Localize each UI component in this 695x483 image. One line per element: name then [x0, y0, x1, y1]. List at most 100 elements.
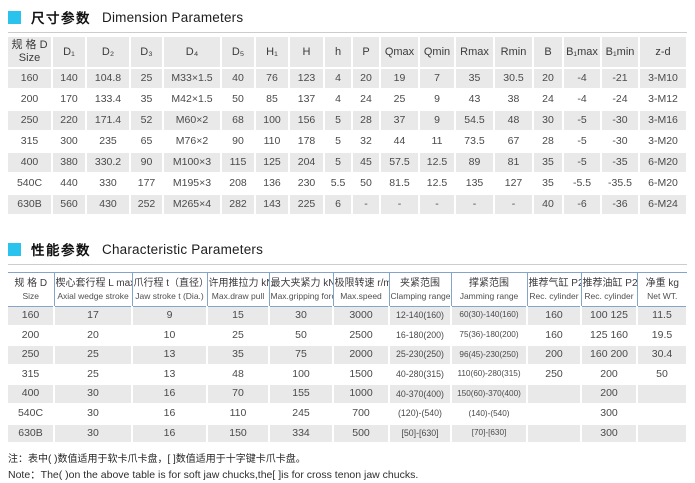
- table-cell: 500: [333, 423, 390, 445]
- table-cell: -21: [601, 68, 640, 91]
- column-header: Qmax: [380, 37, 420, 70]
- table-cell: 16: [132, 384, 208, 406]
- table-cell: 48: [494, 110, 534, 133]
- table-cell: 30.5: [494, 68, 534, 91]
- table-cell: 25-230(250): [389, 345, 452, 366]
- column-header: Rmax: [455, 37, 495, 70]
- table-cell: 90: [221, 131, 256, 154]
- table-cell: 6: [324, 194, 353, 217]
- table-cell: 40-280(315): [389, 364, 452, 386]
- column-header: P: [352, 37, 381, 70]
- column-header: H: [289, 37, 325, 70]
- column-header: h: [324, 37, 353, 70]
- table-cell: 60(30)-140(160): [451, 306, 528, 327]
- table-cell: 5: [324, 131, 353, 154]
- column-header: Qmin: [419, 37, 456, 70]
- table-cell: 150: [207, 423, 270, 445]
- table-cell: 3000: [333, 306, 390, 327]
- table-cell: 30: [54, 404, 133, 425]
- table-cell: (120)-(540): [389, 404, 452, 425]
- table-cell: 127: [494, 173, 534, 196]
- table-cell: 40-370(400): [389, 384, 452, 406]
- table-cell: 9: [132, 306, 208, 327]
- table-cell: 28: [533, 131, 564, 154]
- section-bullet-icon: [8, 242, 21, 256]
- column-header: 推荐气缸 P21Rec. cylinder: [527, 272, 582, 307]
- section-divider: [8, 32, 687, 33]
- table-cell: 24: [533, 89, 564, 112]
- table-cell: 96(45)-230(250): [451, 345, 528, 366]
- table-cell: 630B: [8, 194, 53, 217]
- table-row: 540C 440 330 177 M195×3 208 136 230 5.5 50 81.5 12.…: [8, 173, 688, 196]
- table-cell: 380: [52, 152, 87, 175]
- table-cell: 52: [130, 110, 164, 133]
- table-cell: 235: [86, 131, 131, 154]
- table-cell: 20: [54, 325, 133, 347]
- table-cell: 136: [255, 173, 290, 196]
- table-cell: 48: [207, 364, 270, 386]
- table-cell: 250: [8, 110, 53, 133]
- table-cell: 57.5: [380, 152, 420, 175]
- table-cell: 20: [533, 68, 564, 91]
- table-cell: 400: [8, 384, 55, 406]
- table-cell: 19: [380, 68, 420, 91]
- column-header: 规 格 D Size: [8, 272, 55, 307]
- table-cell: -: [494, 194, 534, 217]
- table-cell: [527, 423, 582, 445]
- table-cell: 68: [221, 110, 256, 133]
- table-row: 250 25 13 35 75 2000 25-230(250) 96(45)-230(250…: [8, 345, 688, 366]
- table-cell: 7: [419, 68, 456, 91]
- section-title-zh: 尺寸参数: [31, 11, 91, 26]
- table-cell: 137: [289, 89, 325, 112]
- column-header: B: [533, 37, 564, 70]
- table-cell: 20: [352, 68, 381, 91]
- table-cell: M76×2: [163, 131, 222, 154]
- table-cell: 630B: [8, 423, 55, 445]
- table-cell: 143: [255, 194, 290, 217]
- table-cell: 9: [419, 110, 456, 133]
- table-cell: 17: [54, 306, 133, 327]
- table-cell: 315: [8, 364, 55, 386]
- table-cell: 67: [494, 131, 534, 154]
- table-cell: [637, 384, 688, 406]
- table-cell: 200: [8, 89, 53, 112]
- table-cell: 133.4: [86, 89, 131, 112]
- table-cell: 200: [527, 345, 582, 366]
- table-cell: 334: [269, 423, 334, 445]
- table-cell: 3-M10: [639, 68, 688, 91]
- column-header: D₃: [130, 37, 164, 70]
- table-cell: 315: [8, 131, 53, 154]
- table-cell: -5: [563, 152, 602, 175]
- table-cell: 1500: [333, 364, 390, 386]
- table-cell: 50: [637, 364, 688, 386]
- table-cell: 156: [289, 110, 325, 133]
- table-cell: 30: [269, 306, 334, 327]
- note-zh: 注：表中( )数值适用于软卡爪卡盘，[ ]数值适用于十字键卡爪卡盘。: [8, 454, 306, 466]
- table-cell: 160: [527, 306, 582, 327]
- table-cell: -: [455, 194, 495, 217]
- table-cell: 19.5: [637, 325, 688, 347]
- table-cell: 440: [52, 173, 87, 196]
- table-cell: 100 125: [581, 306, 638, 327]
- table-cell: 6-M20: [639, 152, 688, 175]
- table-cell: 35: [533, 152, 564, 175]
- table-cell: 2500: [333, 325, 390, 347]
- table-cell: 5.5: [324, 173, 353, 196]
- table-cell: 430: [86, 194, 131, 217]
- table-cell: 171.4: [86, 110, 131, 133]
- section-bullet-icon: [8, 10, 21, 24]
- column-header: 许用推拉力 kN Max.draw pull: [207, 272, 270, 307]
- table-cell: 40: [221, 68, 256, 91]
- column-header: z-d: [639, 37, 688, 70]
- footnotes: 注：表中( )数值适用于软卡爪卡盘，[ ]数值适用于十字键卡爪卡盘。 Note：…: [8, 453, 687, 483]
- section-title-en: Dimension Parameters: [102, 9, 244, 25]
- table-cell: -: [352, 194, 381, 217]
- column-header: 推荐油缸 P23Rec. cylinder: [581, 272, 638, 307]
- table-cell: 50: [269, 325, 334, 347]
- table-cell: 125: [255, 152, 290, 175]
- table-cell: 170: [52, 89, 87, 112]
- table-cell: -5.5: [563, 173, 602, 196]
- table-cell: 25: [207, 325, 270, 347]
